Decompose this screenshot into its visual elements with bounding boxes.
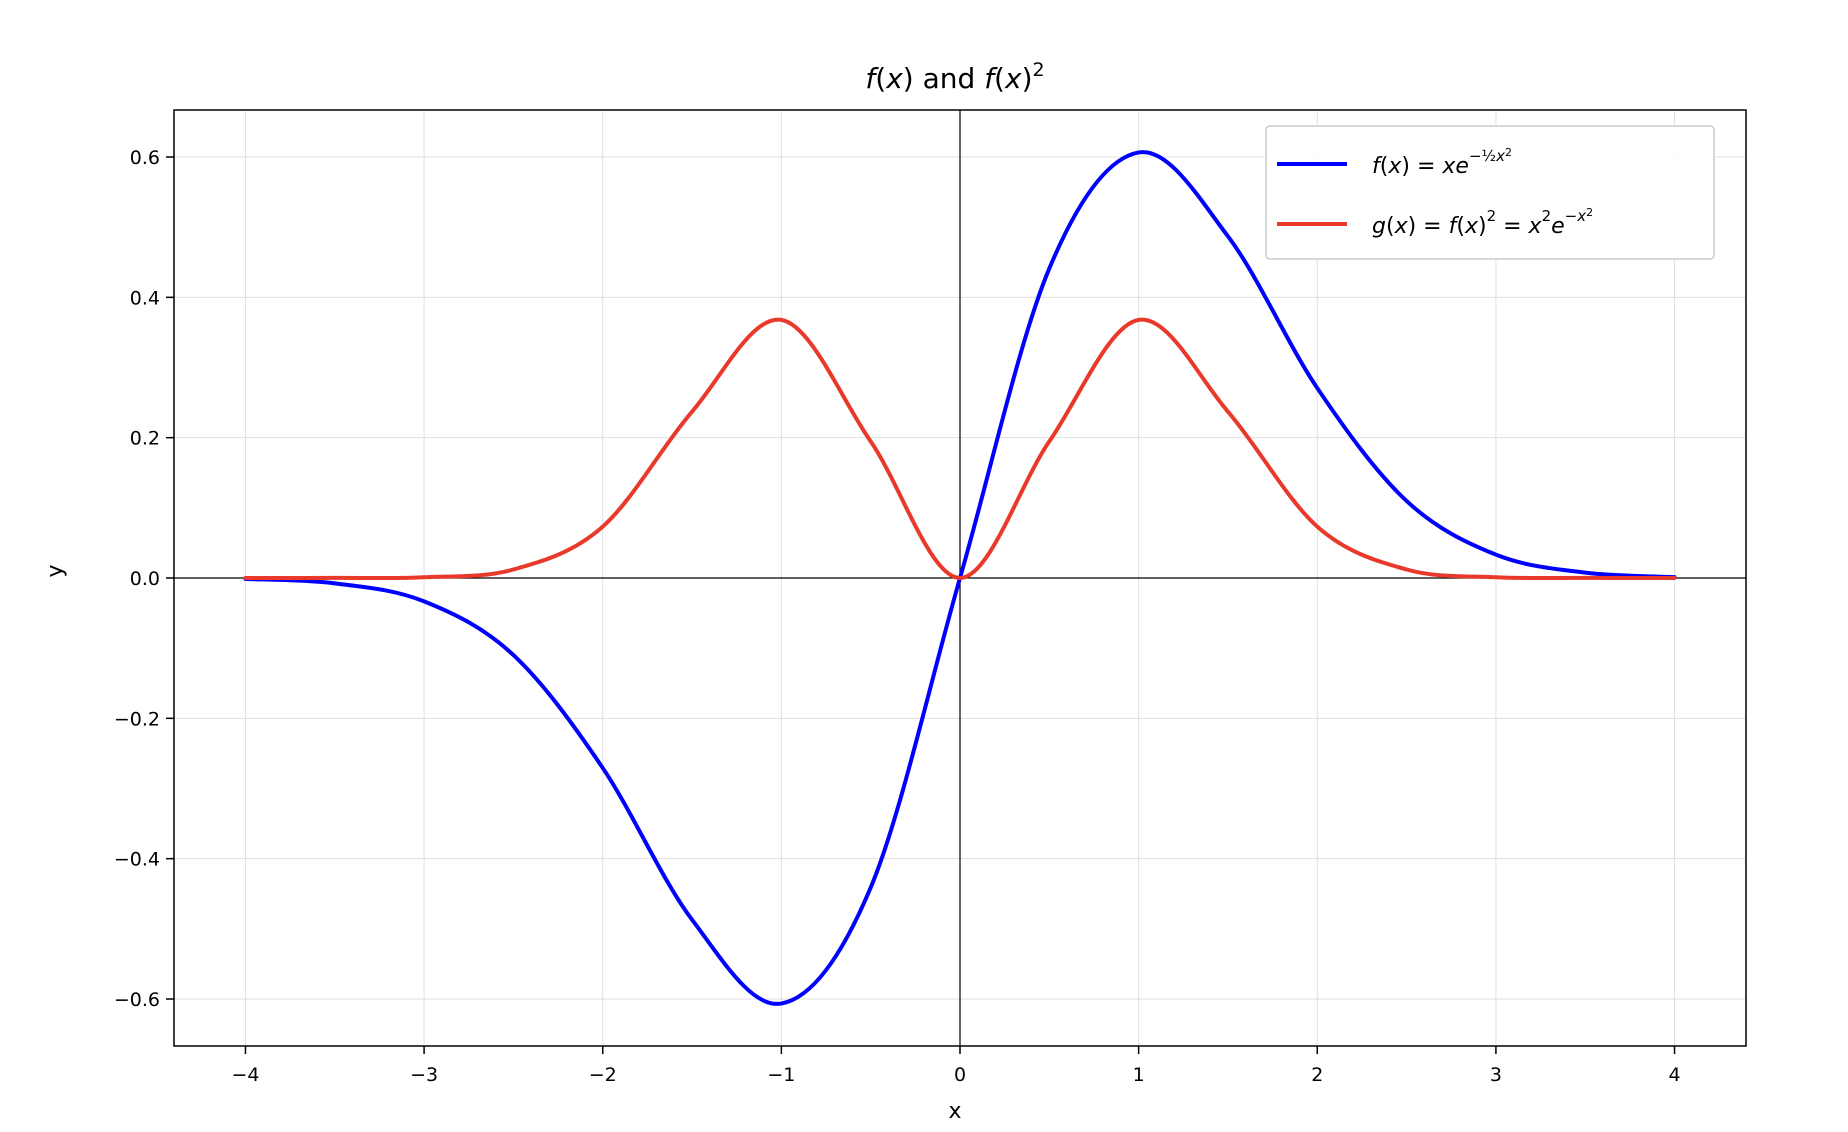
- y-axis-title: y: [43, 564, 68, 577]
- y-tick-label: −0.2: [114, 708, 160, 730]
- x-axis-title: x: [948, 1099, 961, 1124]
- legend: f(x) = xe−½x2 g(x) = f(x)2 = x2e−x2: [1265, 125, 1715, 260]
- x-tick-label: 3: [1490, 1064, 1502, 1086]
- y-tick-label: 0.4: [130, 287, 160, 309]
- series-layer: [243, 150, 1677, 1006]
- x-tick-label: 2: [1311, 1064, 1323, 1086]
- x-tick-label: 4: [1668, 1064, 1680, 1086]
- x-tick-label: −3: [410, 1064, 438, 1086]
- y-tick-label: −0.6: [114, 989, 160, 1011]
- chart-title: f(x) and f(x)2: [865, 59, 1044, 95]
- x-axis: −4 −3 −2 −1 0 1 2 3 4: [231, 1046, 1681, 1086]
- y-tick-label: −0.4: [114, 849, 160, 871]
- x-tick-label: −4: [231, 1064, 259, 1086]
- x-tick-label: −2: [589, 1064, 617, 1086]
- x-tick-label: 1: [1133, 1064, 1145, 1086]
- y-tick-label: 0.2: [130, 428, 160, 450]
- y-tick-label: 0.6: [130, 147, 160, 169]
- x-tick-label: 0: [954, 1064, 966, 1086]
- y-axis: −0.6 −0.4 −0.2 0.0 0.2 0.4 0.6: [114, 147, 174, 1011]
- x-tick-label: −1: [767, 1064, 795, 1086]
- y-tick-label: 0.0: [130, 568, 160, 590]
- series-line-g: [243, 317, 1677, 581]
- legend-box: [1265, 125, 1715, 260]
